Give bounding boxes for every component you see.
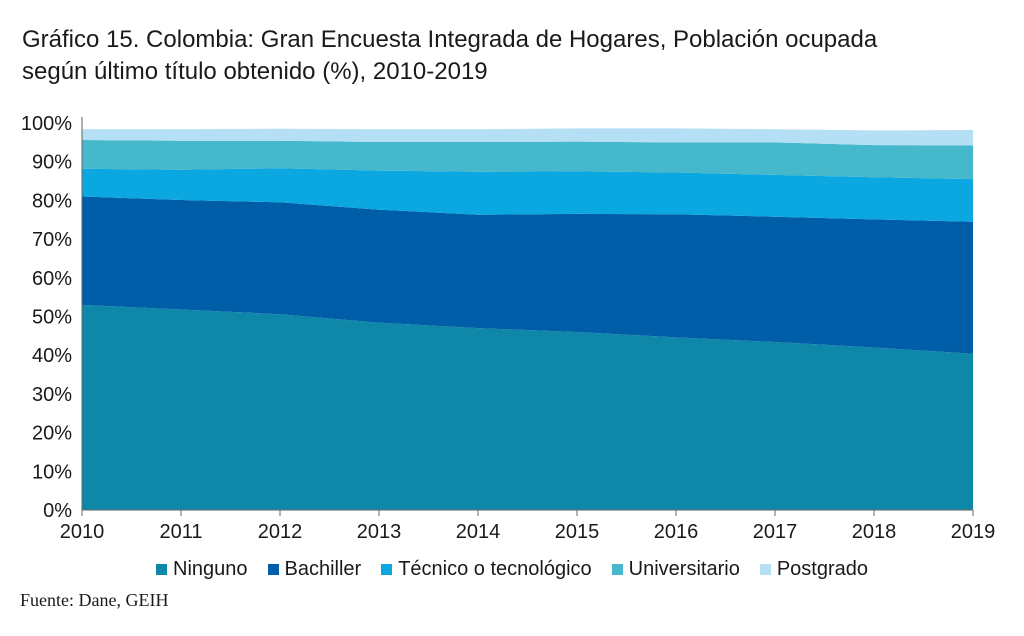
x-tick-label: 2016 — [654, 521, 699, 543]
x-tick-label: 2014 — [456, 521, 501, 543]
y-tick-label: 10% — [32, 461, 72, 483]
y-tick-label: 90% — [32, 152, 72, 174]
x-tick-label: 2018 — [852, 521, 897, 543]
legend-swatch — [156, 564, 167, 575]
area-bachiller — [82, 196, 973, 354]
legend-label: Ninguno — [173, 558, 248, 580]
y-tick-label: 60% — [32, 268, 72, 290]
x-tick-label: 2019 — [951, 521, 996, 543]
axes-group: 0% 10% 20% 30% 40% 50% 60% 70% 80% 90% 100% 2010 201… — [21, 113, 995, 543]
legend-item: Técnico o tecnológico — [381, 558, 592, 581]
y-tick-label: 50% — [32, 307, 72, 329]
x-tick-label: 2012 — [258, 521, 303, 543]
area-t-cnico-o-tecnol-gico — [82, 168, 973, 222]
legend-item: Postgrado — [759, 558, 868, 581]
legend-label: Universitario — [628, 558, 740, 580]
chart-title-line-2: según último título obtenido (%), 2010-2… — [22, 58, 488, 85]
y-tick-label: 20% — [32, 423, 72, 445]
y-tick-label: 30% — [32, 384, 72, 406]
legend-item: Universitario — [611, 558, 740, 581]
legend-item: Bachiller — [267, 558, 362, 581]
y-tick-label: 100% — [21, 113, 72, 135]
x-tick-label: 2015 — [555, 521, 600, 543]
legend-swatch — [267, 564, 279, 575]
area-ninguno — [82, 304, 973, 510]
legend-label: Postgrado — [776, 558, 868, 580]
legend-label: Técnico o tecnológico — [398, 558, 592, 580]
x-tick-label: 2010 — [60, 521, 105, 543]
legend-item: Ninguno — [156, 558, 248, 581]
legend-swatch — [611, 564, 623, 575]
chart-title: Gráfico 15. Colombia: Gran Encuesta Inte… — [22, 24, 1002, 88]
y-tick-label: 40% — [32, 345, 72, 367]
legend-swatch — [381, 564, 393, 575]
area-series-group — [82, 128, 973, 510]
legend-label: Bachiller — [284, 558, 362, 580]
area-universitario — [82, 140, 973, 180]
legend-swatch — [759, 564, 771, 575]
chart-legend: Ninguno Bachiller Técnico o tecnológico Uni… — [0, 558, 1024, 581]
x-tick-label: 2013 — [357, 521, 402, 543]
chart-title-line-1: Gráfico 15. Colombia: Gran Encuesta Inte… — [22, 26, 878, 53]
y-tick-label: 0% — [43, 500, 72, 522]
area-postgrado — [82, 128, 973, 146]
x-tick-label: 2017 — [753, 521, 798, 543]
y-tick-label: 80% — [32, 190, 72, 212]
y-tick-label: 70% — [32, 229, 72, 251]
source-note: Fuente: Dane, GEIH — [20, 590, 169, 610]
x-tick-label: 2011 — [159, 521, 202, 543]
